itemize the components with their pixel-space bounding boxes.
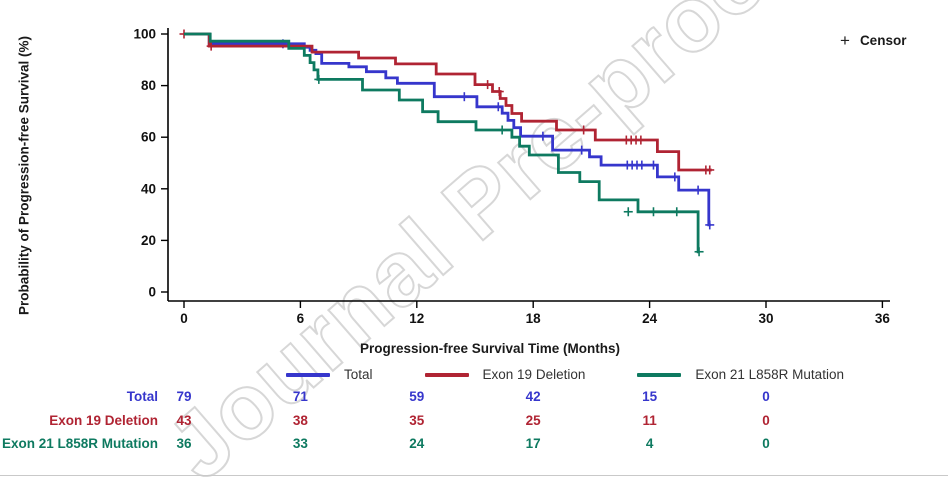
- legend-line-swatch: [637, 372, 682, 377]
- y-axis-title: Probability of Progression-free Survival…: [16, 35, 32, 316]
- legend-item: Exon 19 Deletion: [424, 367, 586, 382]
- y-tick-label: 60: [141, 130, 156, 145]
- y-tick-label: 40: [141, 181, 156, 196]
- legend-label: Exon 21 L858R Mutation: [695, 367, 844, 382]
- x-tick-label: 30: [758, 311, 773, 326]
- legend-item: Total: [286, 367, 373, 382]
- x-tick-label: 0: [180, 311, 188, 326]
- y-tick-label: 100: [133, 27, 156, 42]
- x-tick-label: 24: [642, 311, 658, 326]
- legend-label: Total: [344, 367, 373, 382]
- censor-legend: + Censor: [840, 30, 907, 50]
- legend-item: Exon 21 L858R Mutation: [637, 367, 844, 382]
- x-tick-label: 18: [526, 311, 542, 326]
- legend-line-swatch: [286, 372, 330, 377]
- y-tick-label: 0: [148, 285, 156, 300]
- y-tick-label: 20: [141, 233, 156, 248]
- series-legend: Total Exon 19 Deletion Exon 21 L858R Mutat…: [286, 367, 896, 382]
- x-tick-label: 36: [875, 311, 891, 326]
- legend-label: Exon 19 Deletion: [482, 367, 586, 382]
- censor-plus-icon: +: [840, 30, 850, 50]
- legend-line-swatch: [424, 372, 469, 377]
- x-axis-title: Progression-free Survival Time (Months): [359, 341, 621, 356]
- bottom-divider: [0, 475, 948, 476]
- x-tick-label: 6: [297, 311, 305, 326]
- km-curve: [184, 32, 712, 172]
- y-tick-label: 80: [141, 78, 156, 93]
- censor-legend-label: Censor: [859, 33, 907, 48]
- x-tick-label: 12: [409, 311, 424, 326]
- km-curve: [184, 32, 711, 227]
- km-curve: [184, 32, 700, 254]
